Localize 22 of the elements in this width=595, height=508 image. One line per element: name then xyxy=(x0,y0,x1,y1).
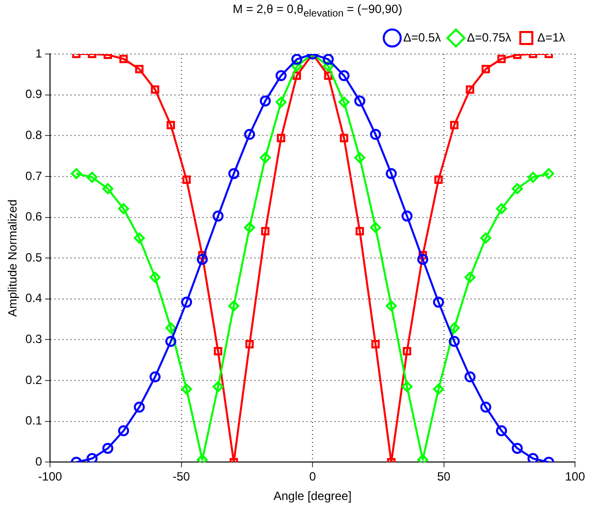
y-tick-label: 0.7 xyxy=(25,168,42,183)
y-tick-label: 0.3 xyxy=(25,332,42,346)
legend-label: Δ=0.5λ xyxy=(403,30,441,44)
x-tick-label: 100 xyxy=(564,470,586,484)
y-tick-label: 0.8 xyxy=(25,128,42,142)
y-tick-label: 0.5 xyxy=(25,250,42,264)
x-axis-title: Angle [degree] xyxy=(274,489,352,504)
x-tick-label: -50 xyxy=(172,470,190,484)
y-tick-label: 0 xyxy=(35,454,42,469)
x-tick-label: 0 xyxy=(309,470,316,484)
y-tick-label: 0.1 xyxy=(25,414,42,428)
y-tick-label: 0.6 xyxy=(25,210,42,224)
y-axis-title: Amplitude Normalized xyxy=(6,199,20,317)
chart-title: M = 2,θ = 0,θ$_{elevation}$ = (−90,90) xyxy=(232,1,404,22)
y-tick-label: 0.2 xyxy=(25,372,42,387)
y-tick-label: 0.9 xyxy=(25,87,42,102)
legend-label: Δ=0.75λ xyxy=(466,30,512,44)
y-tick-label: 0.4 xyxy=(25,291,42,306)
legend-label: Δ=1λ xyxy=(537,30,566,44)
x-tick-label: -100 xyxy=(38,470,62,484)
y-tick-label: 1 xyxy=(35,46,42,60)
x-tick-label: 50 xyxy=(437,470,451,484)
